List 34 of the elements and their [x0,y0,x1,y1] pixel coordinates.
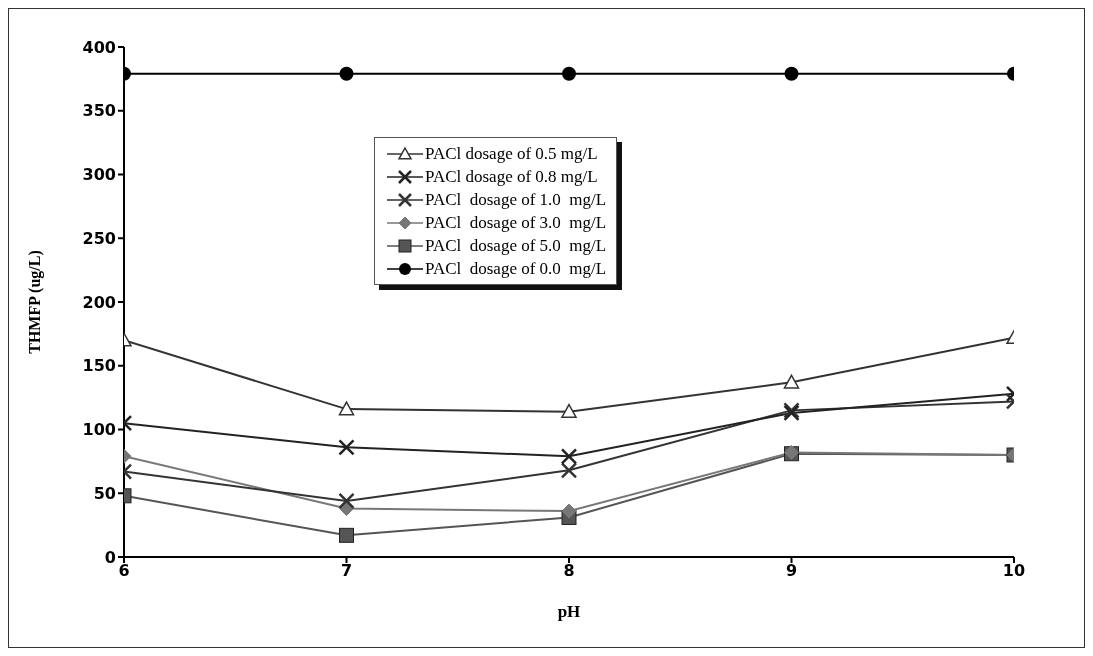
legend-label: PACl dosage of 5.0 mg/L [425,235,607,256]
point [783,374,800,389]
x-tick-label: 6 [118,561,130,581]
x-tick-label: 10 [1002,561,1026,581]
x-tick-label: 8 [563,561,575,581]
x-axis-title: pH [557,602,581,621]
y-tick-label: 200 [82,292,116,312]
point [562,66,576,81]
y-tick-label: 400 [82,37,116,57]
x-tick-label: 9 [785,561,798,581]
point [784,66,799,81]
y-tick-label: 100 [82,420,116,440]
point [338,401,355,416]
legend-label: PACl dosage of 0.8 mg/L [425,166,598,187]
y-tick-label: 250 [82,228,116,248]
y-tick-label: 300 [82,165,116,185]
point [338,492,355,510]
legend-label: PACl dosage of 1.0 mg/L [425,189,607,210]
point [339,66,354,81]
point [561,403,577,418]
point [561,503,577,519]
y-tick-label: 150 [82,356,116,376]
point [560,448,578,465]
x-tick-label: 7 [340,561,353,581]
y-tick-label: 350 [82,101,116,121]
legend-label: PACl dosage of 0.0 mg/L [425,258,607,279]
y-tick-label: 50 [93,483,116,503]
legend-label: PACl dosage of 0.5 mg/L [425,143,598,164]
point [338,439,355,456]
y-tick-label: 0 [104,547,116,567]
legend-label: PACl dosage of 3.0 mg/L [425,212,607,233]
y-axis-title: THMFP (ug/L) [25,250,44,354]
point [339,527,354,543]
point [560,462,578,479]
